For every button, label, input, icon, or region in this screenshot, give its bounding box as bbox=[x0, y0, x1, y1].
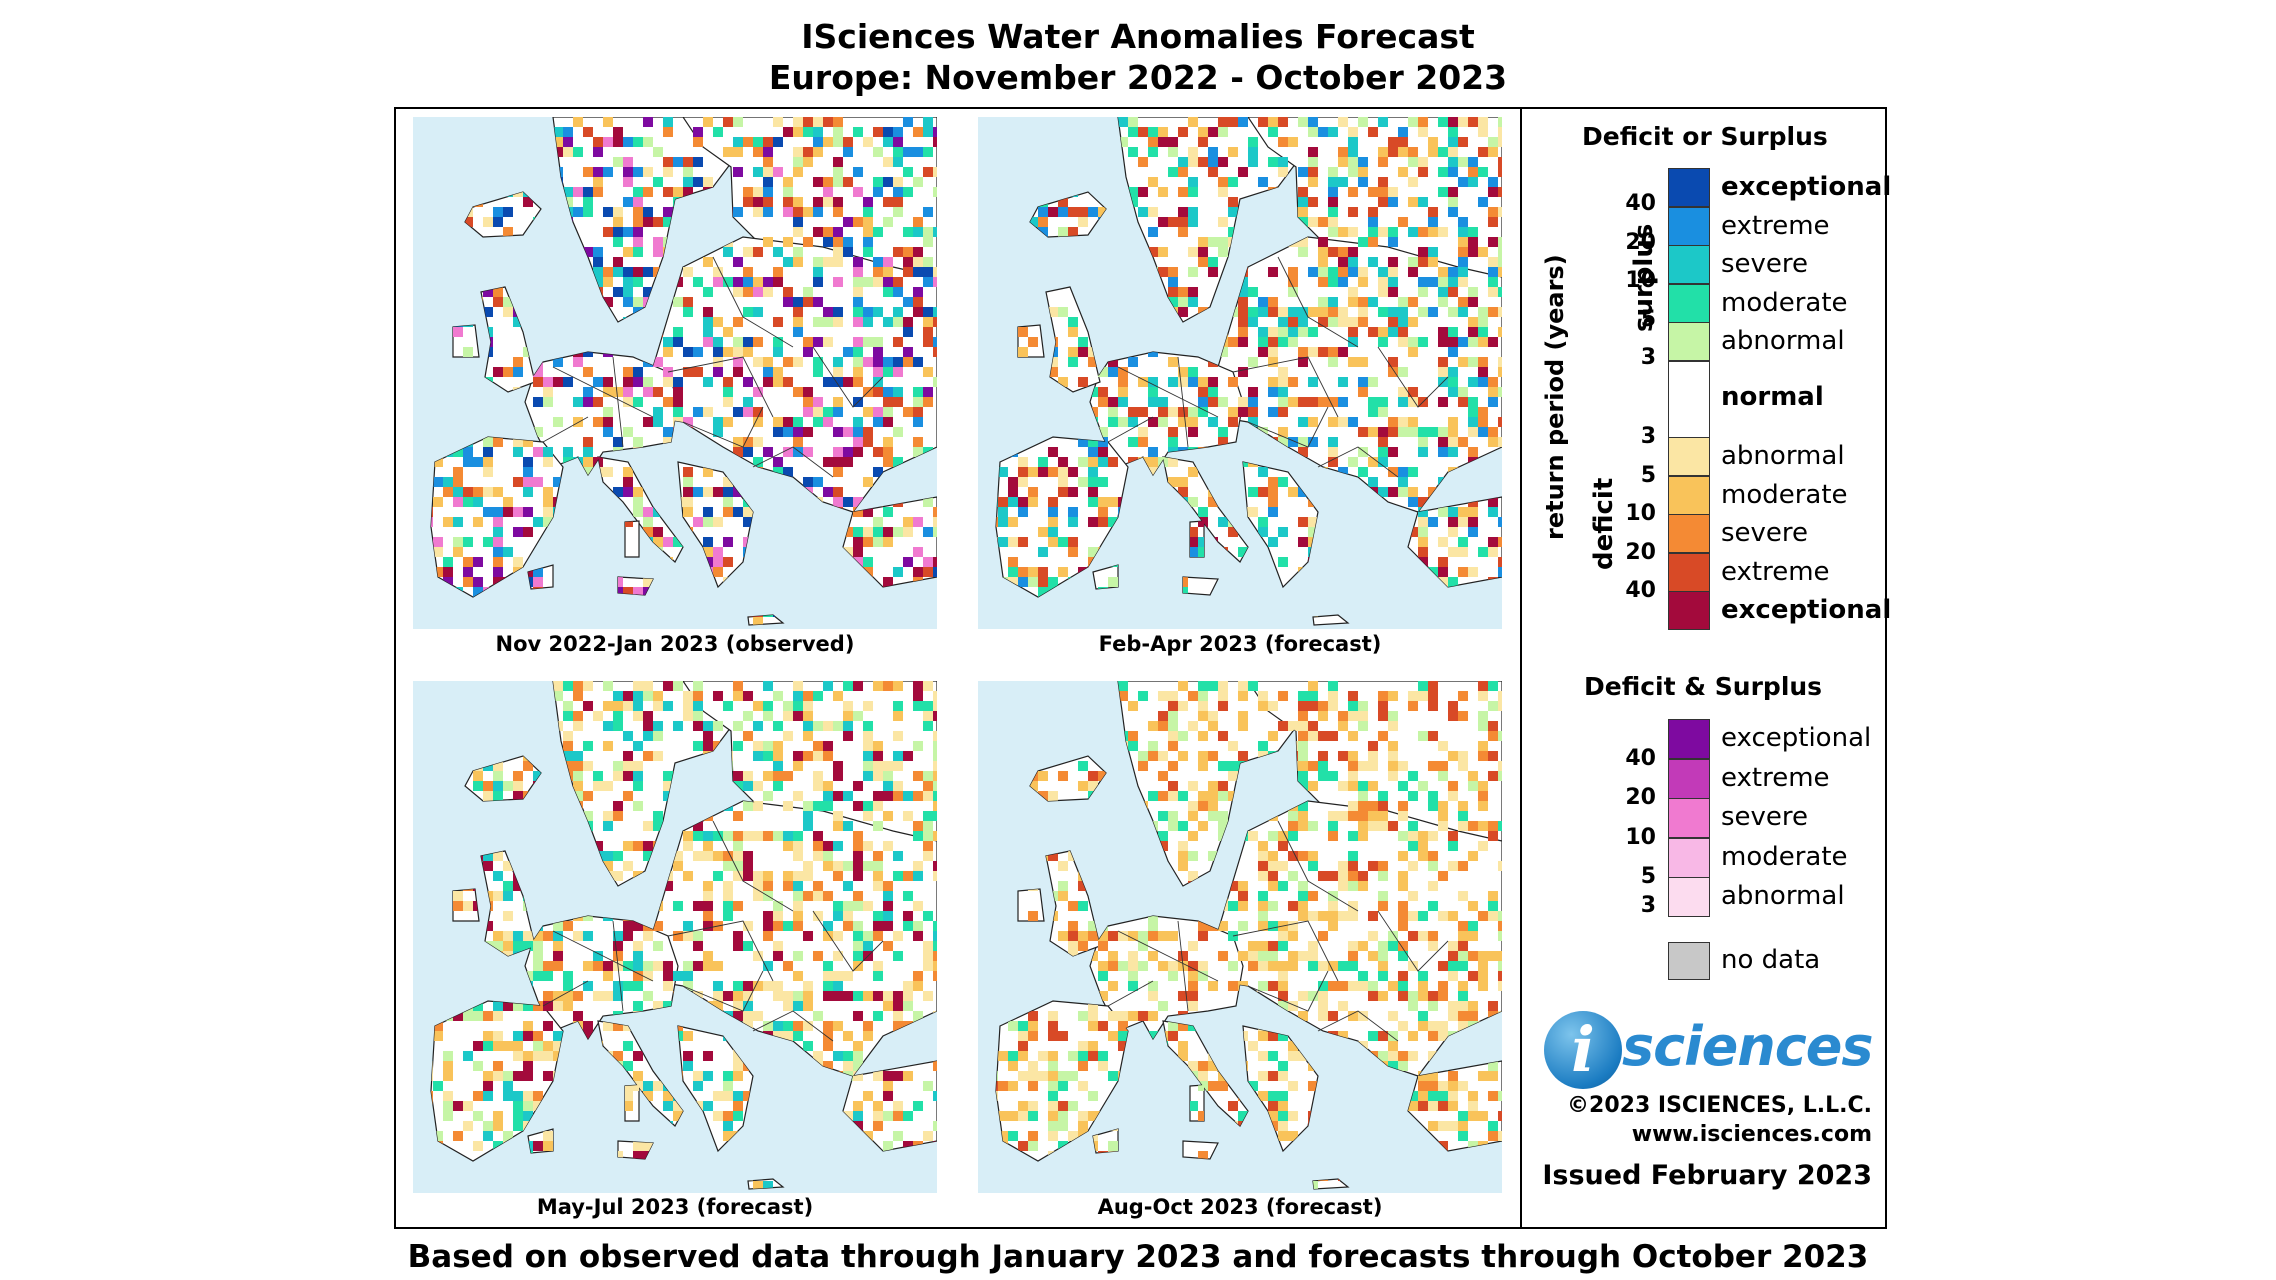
country-borders bbox=[1107, 820, 1449, 1042]
map-caption-may-jul: May-Jul 2023 (forecast) bbox=[536, 1195, 814, 1219]
map-svg bbox=[995, 117, 1502, 626]
legend-number-surplus-5: 5 bbox=[1640, 306, 1656, 332]
legend-label-surplus-moderate: moderate bbox=[1721, 287, 1848, 318]
legend-swatch-combined-extreme bbox=[1668, 758, 1710, 799]
legend-label-deficit-extreme: extreme bbox=[1721, 556, 1830, 587]
legend-number-deficit-20: 20 bbox=[1625, 539, 1656, 565]
legend-number-surplus-3: 3 bbox=[1640, 345, 1656, 371]
legend-number-surplus-10: 10 bbox=[1625, 268, 1656, 294]
legend-axis-return-period: return period (years) bbox=[1541, 254, 1569, 540]
legend-number-combined-40: 40 bbox=[1625, 745, 1656, 771]
legend-number-deficit-5: 5 bbox=[1640, 462, 1656, 488]
map-aug-oct-forecast bbox=[978, 681, 1502, 1193]
legend-swatch-deficit-severe bbox=[1668, 514, 1710, 554]
legend-swatch-surplus-exceptional bbox=[1668, 168, 1710, 207]
legend-label-surplus-severe: severe bbox=[1721, 249, 1809, 280]
legend-label-combined-extreme: extreme bbox=[1721, 762, 1830, 793]
legend-heading-deficit-and-surplus: Deficit & Surplus bbox=[1584, 672, 1823, 701]
map-caption-feb-apr: Feb-Apr 2023 (forecast) bbox=[1098, 632, 1382, 656]
title-line-1: ISciences Water Anomalies Forecast bbox=[801, 17, 1475, 56]
country-borders bbox=[1107, 256, 1449, 478]
legend-swatch-deficit-extreme bbox=[1668, 552, 1710, 592]
legend-number-combined-10: 10 bbox=[1625, 824, 1656, 850]
legend-label-deficit-severe: severe bbox=[1721, 518, 1809, 549]
legend-swatch-combined-moderate bbox=[1668, 837, 1710, 878]
legend-label-deficit-exceptional: exceptional bbox=[1721, 595, 1892, 626]
legend-label-combined-abnormal: abnormal bbox=[1721, 881, 1845, 912]
map-feb-apr-forecast bbox=[978, 117, 1502, 629]
map-svg bbox=[430, 681, 937, 1190]
legend-combined-number-bottom: 3 bbox=[1640, 893, 1656, 918]
legend-label-deficit-abnormal: abnormal bbox=[1721, 441, 1845, 471]
country-borders bbox=[542, 820, 884, 1042]
legend-label-surplus-abnormal: abnormal bbox=[1721, 326, 1845, 357]
legend-number-surplus-20: 20 bbox=[1625, 229, 1656, 255]
legend-swatch-normal bbox=[1668, 361, 1710, 438]
legend-label-surplus-exceptional: exceptional bbox=[1721, 172, 1892, 202]
legend-swatch-combined-severe bbox=[1668, 798, 1710, 839]
map-svg bbox=[995, 681, 1502, 1190]
legend-label-no-data: no data bbox=[1721, 945, 1821, 975]
legend-swatch-surplus-severe bbox=[1668, 245, 1710, 285]
legend-label-combined-severe: severe bbox=[1721, 802, 1809, 833]
isciences-logo-icon: i bbox=[1544, 1011, 1622, 1089]
legend-swatch-no-data bbox=[1668, 942, 1710, 980]
website-text: www.isciences.com bbox=[1631, 1122, 1872, 1147]
legend-swatch-deficit-exceptional bbox=[1668, 591, 1710, 631]
isciences-logo-wordmark: sciences bbox=[1622, 1015, 1874, 1078]
legend-label-deficit-moderate: moderate bbox=[1721, 479, 1848, 510]
legend-swatch-combined-abnormal bbox=[1668, 877, 1710, 918]
legend-swatch-surplus-moderate bbox=[1668, 283, 1710, 323]
figure-frame bbox=[394, 107, 1887, 1229]
legend-heading-deficit-or-surplus: Deficit or Surplus bbox=[1582, 122, 1828, 151]
country-borders bbox=[542, 256, 884, 478]
title-line-2: Europe: November 2022 - October 2023 bbox=[768, 58, 1508, 97]
legend-number-combined-20: 20 bbox=[1625, 785, 1656, 811]
legend-number-combined-5: 5 bbox=[1640, 864, 1656, 890]
map-nov-jan-observed bbox=[413, 117, 937, 629]
legend-swatch-surplus-abnormal bbox=[1668, 322, 1710, 362]
footer-note: Based on observed data through January 2… bbox=[407, 1239, 1869, 1275]
legend-number-deficit-10: 10 bbox=[1625, 501, 1656, 527]
frame-divider bbox=[1520, 107, 1522, 1229]
legend-label-normal: normal bbox=[1721, 382, 1824, 412]
map-caption-aug-oct: Aug-Oct 2023 (forecast) bbox=[1097, 1195, 1383, 1219]
legend-label-combined-moderate: moderate bbox=[1721, 841, 1848, 872]
legend-label-combined-exceptional: exceptional bbox=[1721, 723, 1872, 753]
legend-number-deficit-3: 3 bbox=[1640, 424, 1656, 449]
legend-number-deficit-40: 40 bbox=[1625, 578, 1656, 604]
legend-label-surplus-extreme: extreme bbox=[1721, 210, 1830, 241]
legend-number-surplus-40: 40 bbox=[1625, 191, 1656, 216]
map-svg bbox=[430, 117, 937, 626]
map-caption-nov-jan: Nov 2022-Jan 2023 (observed) bbox=[495, 632, 855, 656]
legend-swatch-deficit-moderate bbox=[1668, 475, 1710, 515]
legend-swatch-combined-exceptional bbox=[1668, 719, 1710, 759]
legend-swatch-surplus-extreme bbox=[1668, 206, 1710, 246]
map-may-jul-forecast bbox=[413, 681, 937, 1193]
issued-date: Issued February 2023 bbox=[1542, 1160, 1872, 1191]
legend-swatch-deficit-abnormal bbox=[1668, 437, 1710, 476]
legend-deficit-label: deficit bbox=[1589, 477, 1619, 570]
copyright-text: ©2023 ISCIENCES, L.L.C. bbox=[1567, 1093, 1872, 1118]
